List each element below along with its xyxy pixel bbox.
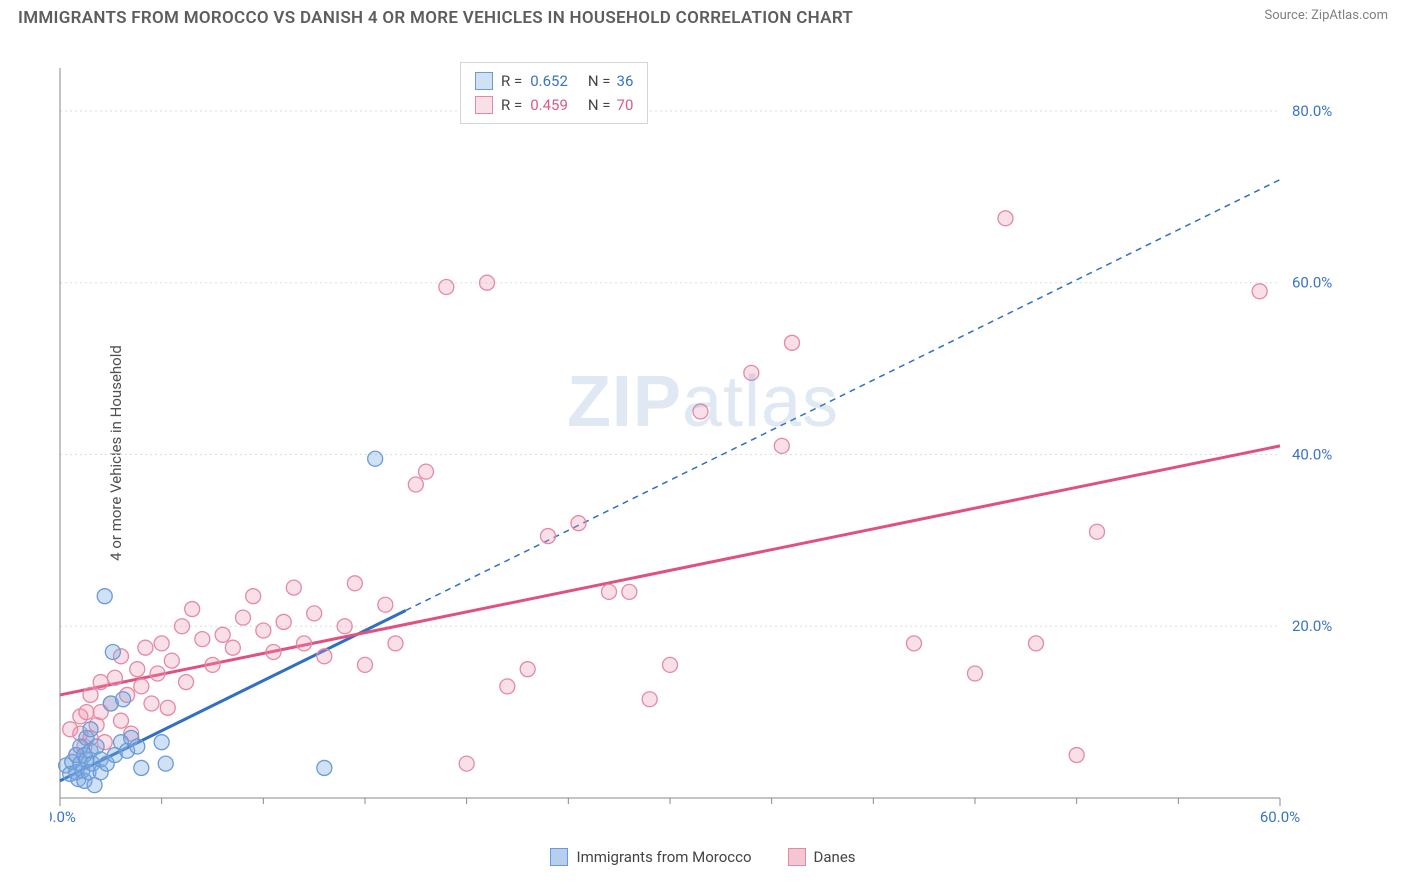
svg-text:80.0%: 80.0%	[1292, 102, 1332, 120]
source-label: Source: ZipAtlas.com	[1264, 8, 1388, 23]
r-value: 0.652	[530, 69, 568, 93]
legend-swatch	[475, 72, 493, 90]
legend-stat-row: R = 0.652N = 36	[475, 69, 633, 93]
legend-stat-row: R = 0.459N = 70	[475, 93, 633, 117]
correlation-legend: R = 0.652N = 36R = 0.459N = 70	[460, 62, 648, 124]
legend-item: Danes	[788, 848, 856, 866]
r-value: 0.459	[530, 93, 568, 117]
legend-swatch	[788, 848, 806, 866]
svg-text:20.0%: 20.0%	[1292, 617, 1332, 635]
n-value: 36	[617, 69, 634, 93]
series-legend: Immigrants from Morocco Danes	[0, 848, 1406, 866]
legend-item: Immigrants from Morocco	[550, 848, 751, 866]
n-value: 70	[617, 93, 634, 117]
svg-text:40.0%: 40.0%	[1292, 445, 1332, 463]
chart-title: IMMIGRANTS FROM MOROCCO VS DANISH 4 OR M…	[18, 8, 853, 28]
legend-swatch	[475, 96, 493, 114]
svg-text:0.0%: 0.0%	[50, 808, 76, 826]
svg-text:60.0%: 60.0%	[1260, 808, 1300, 826]
scatter-plot: 0.0% 60.0% 20.0% 40.0% 60.0% 80.0%	[50, 58, 1350, 828]
legend-swatch	[550, 848, 568, 866]
legend-label: Immigrants from Morocco	[576, 848, 751, 866]
chart-container: 4 or more Vehicles in Household 0.0%60.0…	[0, 28, 1406, 878]
svg-text:60.0%: 60.0%	[1292, 274, 1332, 292]
legend-label: Danes	[814, 848, 856, 866]
